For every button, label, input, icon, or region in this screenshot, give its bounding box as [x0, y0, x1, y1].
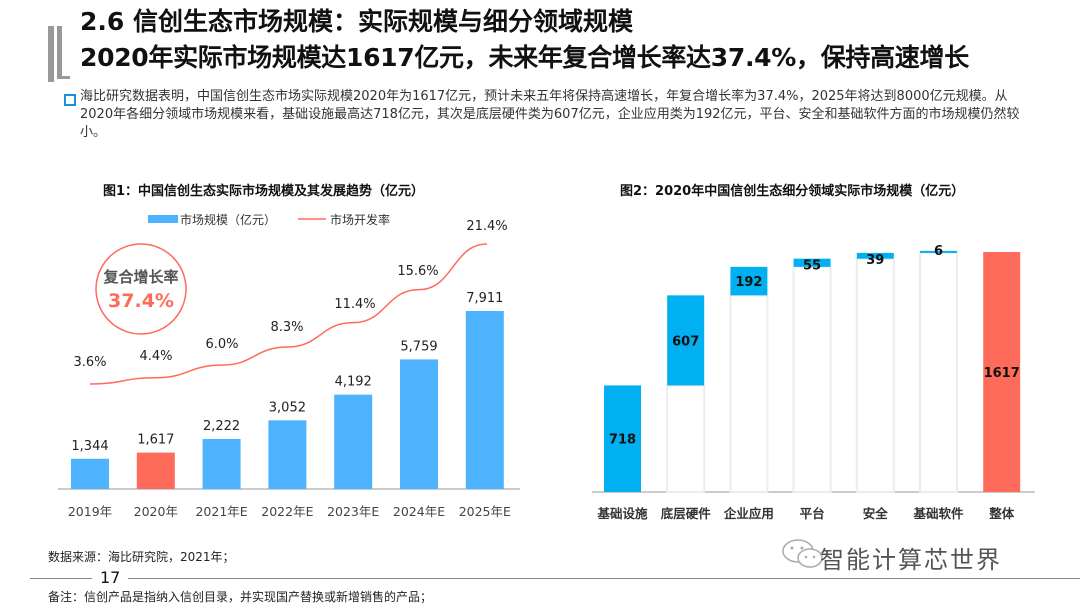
rate-label: 4.4% [139, 349, 172, 364]
x-tick-label: 2021年E [195, 504, 247, 519]
waterfall-bar [730, 266, 768, 296]
x-tick-label: 企业应用 [723, 506, 774, 521]
x-tick-label: 2022年E [261, 504, 313, 519]
x-tick-label: 底层硬件 [661, 506, 712, 521]
waterfall-connector [729, 294, 769, 493]
bar-value-label: 718 [609, 433, 636, 448]
bar-value-label: 1617 [984, 366, 1020, 381]
waterfall-bar [920, 250, 957, 253]
legend-bar-label: 市场规模（亿元） [180, 212, 276, 227]
bar [136, 452, 175, 489]
page-title: 2.6 信创生态市场规模：实际规模与细分领域规模 [80, 7, 633, 36]
cagr-value: 37.4% [108, 290, 174, 312]
bar-value-label: 1,344 [71, 439, 108, 454]
bar [334, 394, 373, 489]
cagr-label: 复合增长率 [102, 268, 178, 286]
watermark-text: 智能计算芯世界 [820, 546, 1002, 574]
waterfall-connector [666, 384, 706, 493]
rate-label: 3.6% [73, 355, 106, 370]
wechat-icon [782, 539, 823, 568]
rate-label: 21.4% [466, 219, 507, 234]
legend-line-label: 市场开发率 [330, 212, 390, 227]
bar-value-label: 7,911 [466, 291, 503, 306]
bar-value-label: 39 [866, 253, 884, 268]
chart1: 市场规模（亿元） 市场开发率 1,344 2019年 1,617 2020年 2,222 20… [58, 212, 520, 519]
bar-value-label: 4,192 [335, 375, 372, 390]
bar [71, 458, 109, 489]
bar-value-label: 3,052 [269, 400, 306, 415]
waterfall-bar [793, 258, 831, 267]
total-bar [983, 252, 1021, 492]
x-tick-label: 2023年E [327, 504, 379, 519]
data-source: 数据来源：海比研究院，2021年； [48, 550, 235, 564]
bar-value-label: 1,617 [137, 433, 174, 448]
x-tick-label: 基础软件 [912, 506, 964, 521]
x-tick-label: 平台 [800, 506, 825, 521]
waterfall-connector [919, 251, 958, 494]
bar [202, 439, 241, 489]
bar-value-label: 6 [934, 244, 943, 259]
bullet-square-icon [64, 94, 76, 106]
rate-label: 11.4% [334, 297, 375, 312]
bar [268, 420, 307, 489]
bar-value-label: 5,759 [400, 339, 437, 354]
bar-value-label: 2,222 [203, 419, 240, 434]
chart2: 718 基础设施 607 底层硬件 192 企业应用 55 平台 39 安全 6 基础软件 1617 整体 [592, 244, 1035, 521]
bar-value-label: 607 [672, 334, 699, 349]
waterfall-connector [855, 257, 895, 494]
x-tick-label: 安全 [863, 506, 889, 521]
rate-label: 6.0% [205, 337, 238, 352]
footer-divider [30, 578, 1080, 579]
page-subtitle: 2020年实际市场规模达1617亿元，未来年复合增长率达37.4%，保持高速增长 [80, 43, 969, 72]
chart1-title: 图1：中国信创生态实际市场规模及其发展趋势（亿元） [103, 184, 425, 199]
x-tick-label: 整体 [989, 506, 1015, 521]
waterfall-bar [856, 252, 894, 259]
waterfall-bar [667, 295, 705, 386]
x-tick-label: 2024年E [393, 504, 445, 519]
footnote: 备注：信创产品是指纳入信创目录，并实现国产替换或新增销售的产品； [48, 590, 433, 604]
bar [465, 311, 504, 489]
bar [400, 359, 438, 489]
x-tick-label: 2025年E [459, 504, 511, 519]
bar-value-label: 55 [803, 259, 821, 274]
x-tick-label: 2019年 [68, 504, 112, 519]
page-number: 17 [92, 568, 129, 587]
title-decoration-icon [48, 26, 70, 82]
waterfall-bar [604, 385, 641, 492]
rate-line [89, 243, 488, 385]
bar-value-label: 192 [735, 275, 762, 290]
x-tick-label: 2020年 [134, 504, 178, 519]
legend-bar-swatch [148, 215, 178, 223]
rate-label: 15.6% [397, 264, 438, 279]
cagr-circle [95, 243, 187, 335]
x-tick-label: 基础设施 [596, 506, 648, 521]
chart2-title: 图2：2020年中国信创生态细分领域实际市场规模（亿元） [620, 184, 965, 199]
summary-text: 海比研究数据表明，中国信创生态市场实际规模2020年为1617亿元，预计未来五年… [80, 89, 1020, 140]
rate-label: 8.3% [270, 320, 303, 335]
waterfall-connector [792, 265, 832, 493]
